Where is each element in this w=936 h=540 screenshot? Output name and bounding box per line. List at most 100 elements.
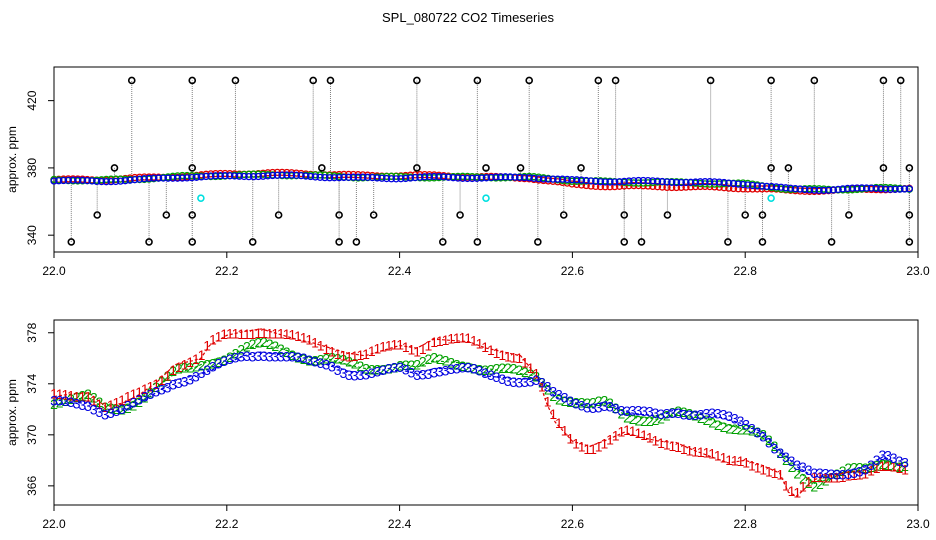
series-marker: 3: [419, 367, 427, 383]
series-marker: 2: [816, 476, 824, 492]
series-marker: 3: [669, 405, 677, 421]
cyan-point: [767, 194, 775, 202]
series-point: [549, 175, 557, 183]
series-line: [53, 351, 901, 478]
series-marker: 3: [589, 400, 597, 416]
series-point: [235, 172, 243, 180]
series-point: [516, 173, 524, 182]
series-marker: 1: [504, 349, 512, 365]
series-marker: 2: [822, 473, 830, 489]
series-marker: 2: [595, 393, 603, 409]
series-marker: 2: [107, 400, 115, 416]
series-point: [378, 174, 386, 182]
series-marker: 2: [402, 357, 410, 373]
series-marker: 3: [771, 440, 779, 456]
series-point: [620, 182, 628, 190]
series-marker: 2: [708, 415, 716, 431]
series-marker: 3: [527, 373, 535, 389]
series-marker: 3: [822, 465, 830, 481]
series-marker: 3: [442, 363, 450, 379]
outlier-point: [309, 76, 318, 85]
series-marker: 3: [476, 363, 484, 379]
series-marker: 1: [373, 340, 381, 356]
series-point: [283, 171, 291, 179]
series-marker: 2: [561, 393, 569, 409]
series-marker: 1: [362, 346, 370, 362]
series-point: [577, 181, 586, 189]
series-point: [88, 177, 96, 185]
series-marker: 3: [447, 361, 455, 377]
series-marker: 3: [402, 362, 410, 378]
series-marker: 1: [391, 337, 399, 353]
series-point: [606, 178, 614, 186]
series-marker: 3: [379, 362, 387, 378]
series-marker: 3: [782, 449, 790, 465]
series-point: [839, 185, 847, 193]
series-marker: 3: [634, 402, 642, 418]
series-marker: 2: [884, 457, 892, 473]
series-point: [687, 178, 695, 186]
series-marker: 3: [271, 348, 279, 364]
series-marker: 1: [147, 379, 155, 395]
series-point: [653, 177, 662, 185]
series-point: [126, 176, 134, 184]
x-tick-label: 22.2: [215, 264, 239, 278]
series-point: [905, 185, 914, 193]
series-point: [782, 184, 790, 192]
series-point: [359, 173, 367, 181]
series-marker: 3: [720, 407, 728, 423]
series-point: [668, 178, 676, 186]
series-point: [221, 171, 229, 180]
series-marker: 2: [578, 395, 586, 411]
series-marker: 2: [771, 438, 779, 454]
outlier-point: [845, 211, 853, 219]
series-marker: 1: [135, 384, 143, 400]
series-point: [658, 177, 666, 186]
series-marker: 1: [788, 483, 796, 499]
series-point: [330, 174, 339, 182]
series-marker: 2: [754, 424, 762, 440]
series-marker: 3: [305, 352, 313, 368]
series-marker: 2: [436, 351, 444, 367]
series-marker: 3: [322, 356, 330, 372]
series-marker: 1: [680, 441, 688, 457]
series-marker: 2: [288, 347, 296, 363]
series-marker: 3: [737, 413, 745, 429]
series-marker: 1: [657, 435, 665, 451]
series-marker: 2: [589, 394, 597, 410]
series-marker: 2: [453, 357, 461, 373]
series-point: [853, 184, 861, 192]
series-marker: 1: [623, 422, 631, 438]
series-point: [563, 175, 571, 184]
series-marker: 1: [311, 334, 319, 350]
series-marker: 2: [782, 452, 790, 468]
series-marker: 1: [328, 344, 336, 360]
series-marker: 2: [515, 362, 523, 378]
series-marker: 2: [254, 334, 262, 350]
series-point: [805, 186, 814, 194]
series-marker: 3: [532, 372, 540, 388]
series-point: [83, 176, 91, 185]
series-marker: 1: [515, 350, 523, 366]
series-marker: 3: [90, 401, 98, 417]
series-marker: 2: [827, 469, 835, 485]
series-marker: 2: [192, 359, 200, 375]
series-marker: 1: [476, 336, 484, 352]
series-marker: 3: [391, 359, 399, 375]
series-marker: 2: [873, 458, 881, 474]
series-point: [349, 173, 358, 181]
series-marker: 1: [226, 325, 234, 341]
series-point: [649, 177, 657, 185]
series-marker: 1: [402, 339, 410, 355]
series-marker: 3: [878, 447, 886, 463]
series-marker: 2: [600, 392, 608, 408]
series-marker: 3: [158, 382, 166, 398]
series-marker: 2: [84, 386, 92, 402]
outlier-point: [767, 76, 775, 85]
series-marker: 3: [538, 375, 546, 391]
series-point: [558, 175, 567, 183]
series-marker: 1: [271, 325, 279, 341]
series-marker: 1: [78, 389, 86, 405]
outlier-point: [335, 238, 343, 246]
series-marker: 1: [720, 450, 728, 466]
